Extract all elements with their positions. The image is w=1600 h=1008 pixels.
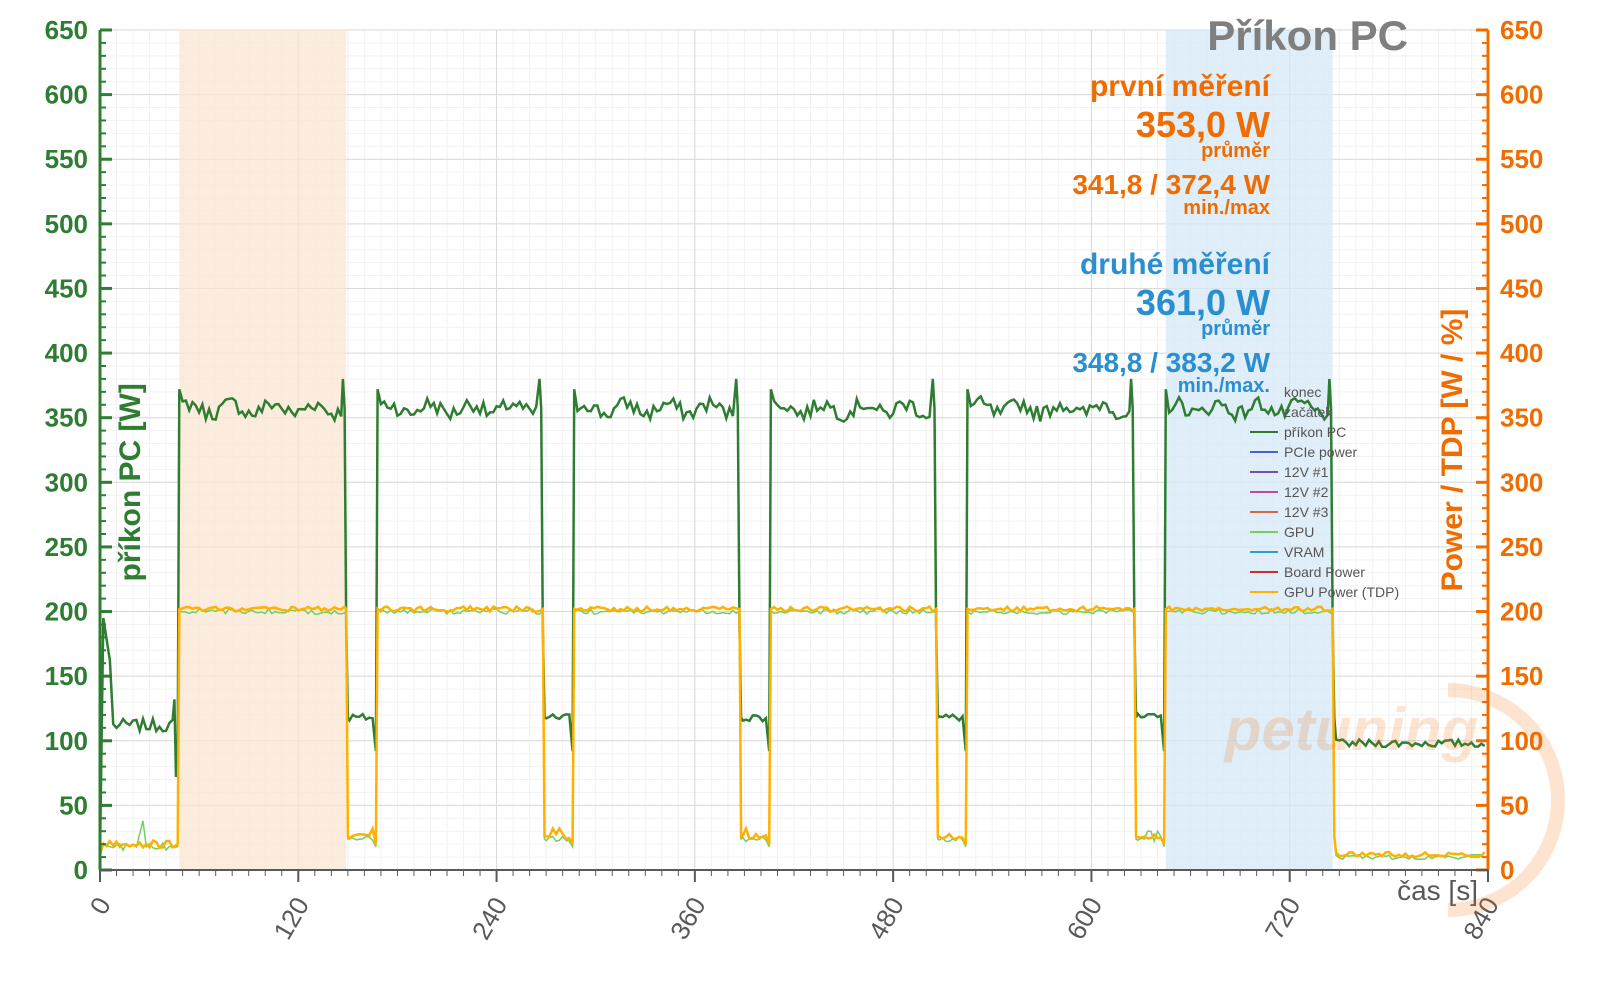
power-chart: 0 50 100 150 200 250 300 350 400 450 500 550 600 650 0… — [0, 0, 1600, 1008]
ytick-left: 450 — [45, 273, 88, 303]
legend-label: PCIe power — [1284, 444, 1357, 460]
xtick: 720 — [1259, 892, 1307, 945]
xtick: 480 — [862, 892, 910, 945]
legend-label: 12V #3 — [1284, 504, 1329, 520]
ytick-right: 300 — [1500, 467, 1543, 497]
ytick-left: 150 — [45, 661, 88, 691]
legend-label: příkon PC — [1284, 424, 1346, 440]
ytick-right: 200 — [1500, 597, 1543, 627]
ytick-right: 250 — [1500, 532, 1543, 562]
ytick-left: 550 — [45, 144, 88, 174]
chart-title: Příkon PC — [1207, 12, 1408, 59]
ytick-left: 500 — [45, 209, 88, 239]
ytick-left: 100 — [45, 726, 88, 756]
legend-label: 12V #1 — [1284, 464, 1329, 480]
legend-label: 12V #2 — [1284, 484, 1329, 500]
ytick-right: 50 — [1500, 790, 1529, 820]
ytick-right: 650 — [1500, 15, 1543, 45]
xtick: 600 — [1061, 892, 1109, 945]
xtick: 360 — [664, 892, 712, 945]
xtick: 120 — [267, 892, 315, 945]
legend-label: GPU Power (TDP) — [1284, 584, 1399, 600]
ytick-right: 400 — [1500, 338, 1543, 368]
legend-label: Board Power — [1284, 564, 1365, 580]
y-left-label: příkon PC [W] — [114, 383, 147, 581]
ytick-left: 300 — [45, 467, 88, 497]
ytick-left: 650 — [45, 15, 88, 45]
ytick-left: 50 — [59, 790, 88, 820]
ytick-right: 600 — [1500, 80, 1543, 110]
ytick-right: 550 — [1500, 144, 1543, 174]
ytick-right: 450 — [1500, 273, 1543, 303]
ytick-left: 350 — [45, 403, 88, 433]
ytick-right: 350 — [1500, 403, 1543, 433]
ytick-left: 250 — [45, 532, 88, 562]
legend-label: začátek — [1284, 404, 1333, 420]
y-right-label: Power / TDP [W / %] — [1436, 309, 1469, 592]
legend-label: GPU — [1284, 524, 1314, 540]
ytick-right: 500 — [1500, 209, 1543, 239]
ytick-left: 0 — [74, 855, 88, 885]
band-first — [179, 30, 346, 870]
watermark: petuning — [1223, 696, 1478, 763]
legend-label: VRAM — [1284, 544, 1324, 560]
ytick-left: 600 — [45, 80, 88, 110]
ytick-left: 400 — [45, 338, 88, 368]
ytick-right: 150 — [1500, 661, 1543, 691]
legend-label: konec — [1284, 384, 1321, 400]
ytick-left: 200 — [45, 597, 88, 627]
xtick: 0 — [84, 892, 117, 920]
xtick: 240 — [466, 892, 514, 945]
x-label: čas [s] — [1397, 875, 1478, 906]
